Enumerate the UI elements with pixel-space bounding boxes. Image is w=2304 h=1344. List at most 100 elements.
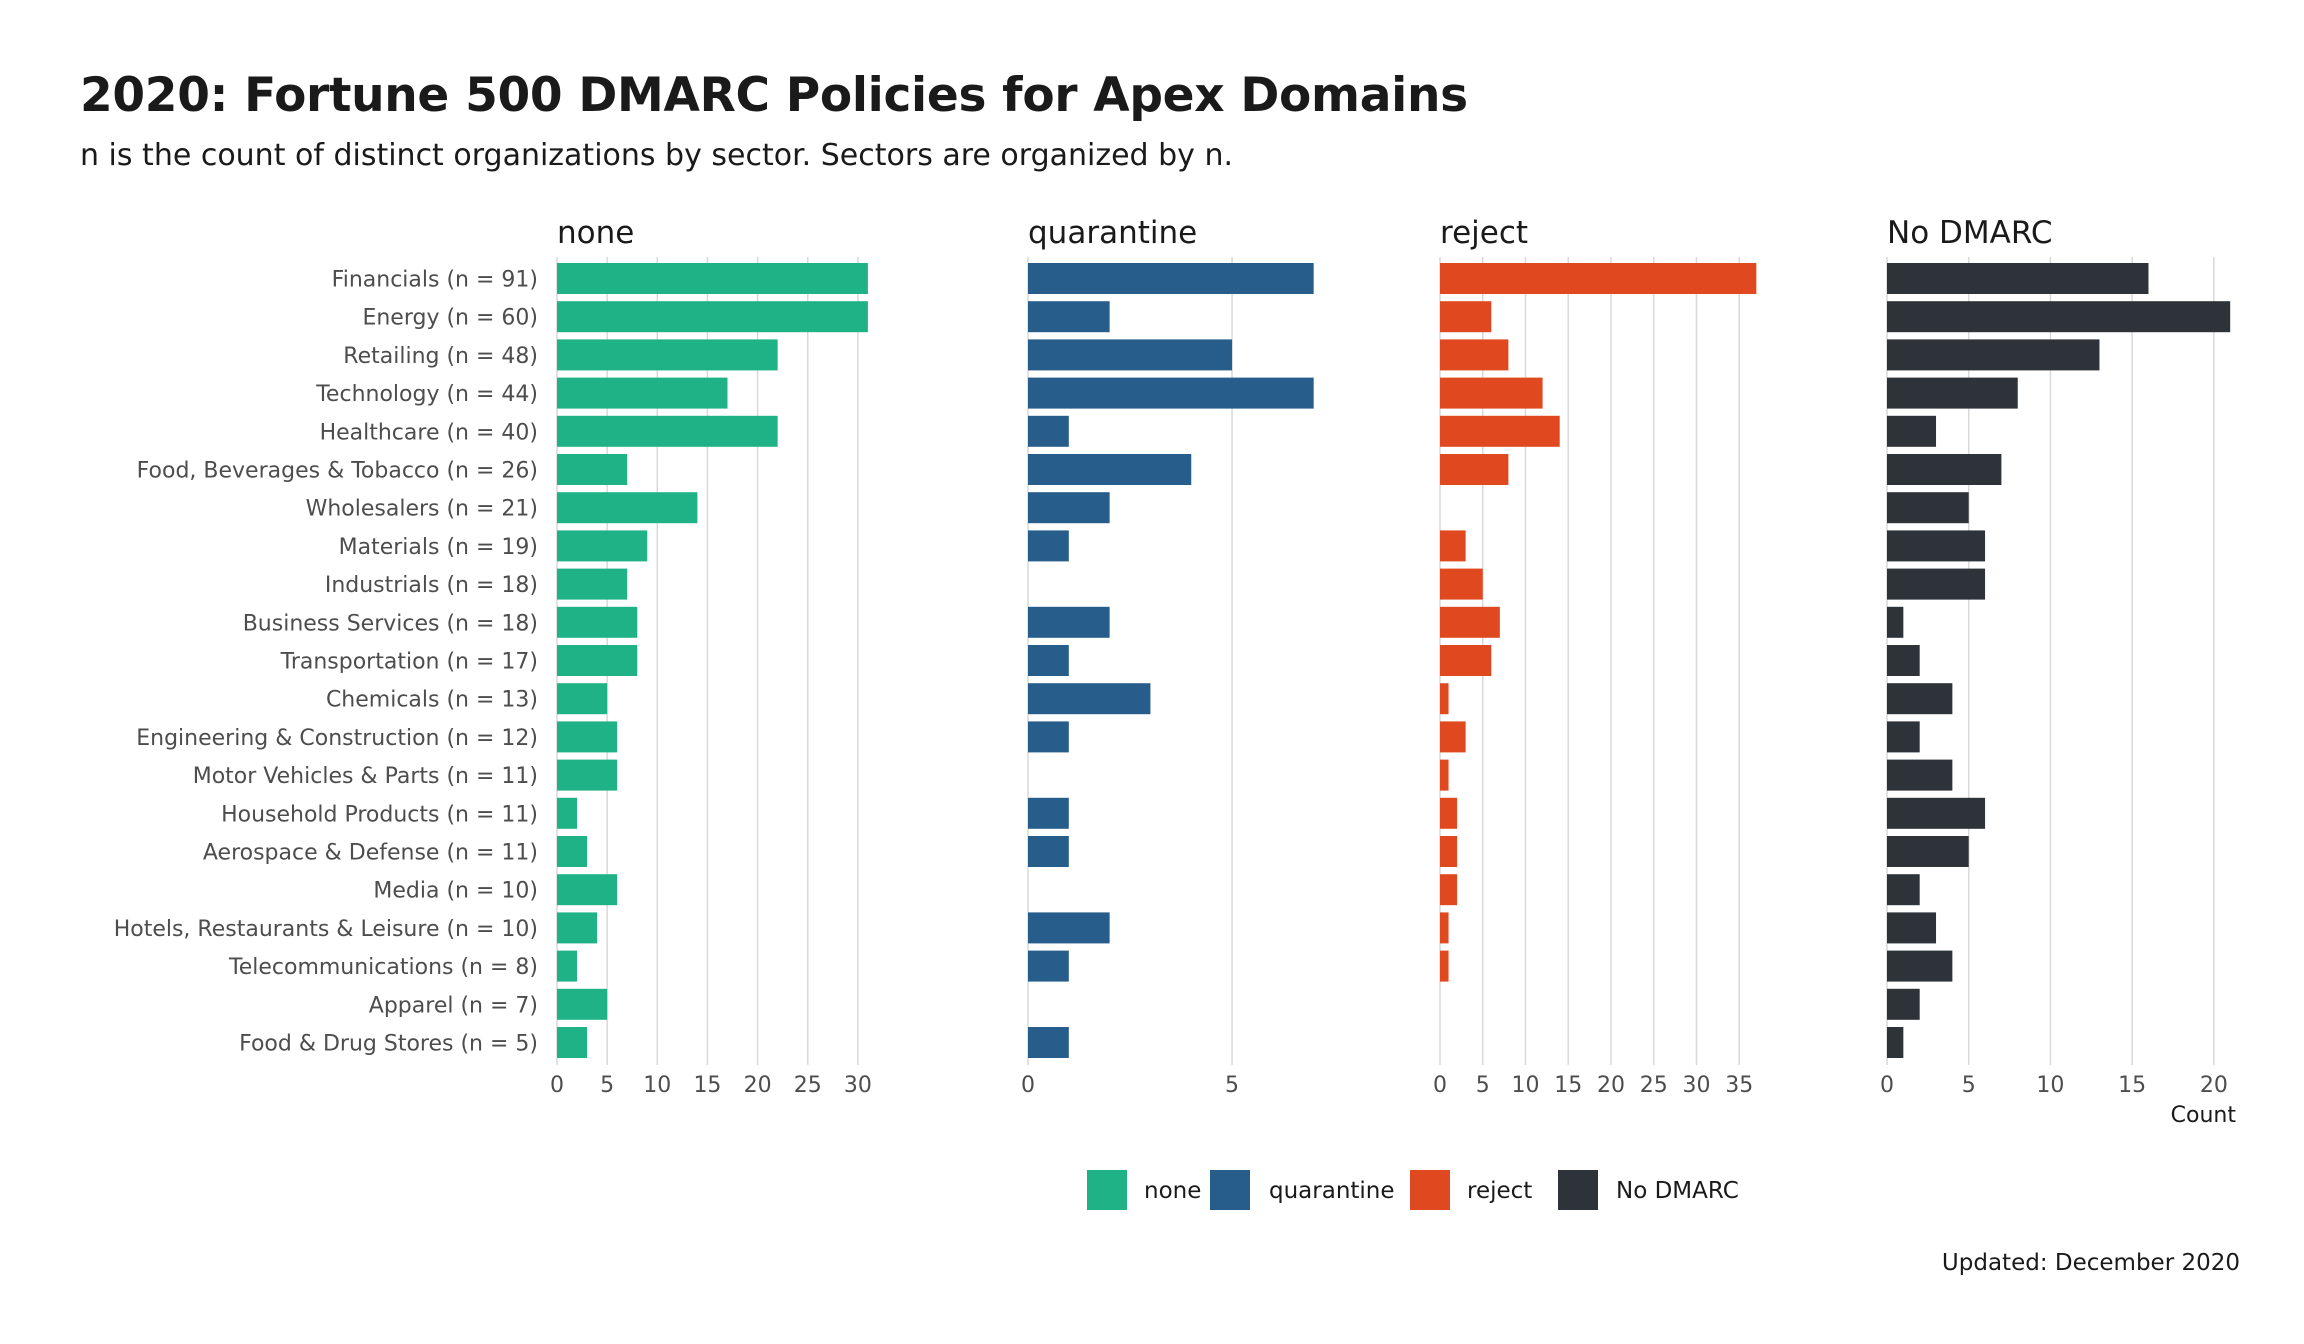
bar-quarantine (1028, 950, 1069, 982)
bar-reject (1440, 415, 1560, 447)
category-label: Industrials (n = 18) (325, 573, 538, 598)
bar-no-dmarc (1887, 415, 1937, 447)
bar-reject (1440, 606, 1500, 638)
legend-swatch (1087, 1170, 1127, 1210)
bar-none (557, 874, 618, 906)
bar-no-dmarc (1887, 683, 1953, 715)
bar-no-dmarc (1887, 377, 2018, 409)
facet-title: reject (1440, 215, 1528, 251)
legend-swatch (1410, 1170, 1450, 1210)
x-tick-label: 0 (550, 1073, 564, 1098)
chart-subtitle: n is the count of distinct organizations… (80, 138, 1234, 173)
x-tick-label: 5 (1476, 1073, 1490, 1098)
x-tick-label: 30 (1682, 1073, 1710, 1098)
bar-reject (1440, 377, 1543, 409)
x-tick-label: 5 (1225, 1073, 1239, 1098)
x-tick-label: 5 (600, 1073, 614, 1098)
bar-no-dmarc (1887, 797, 1986, 829)
bar-no-dmarc (1887, 339, 2100, 371)
bar-no-dmarc (1887, 454, 2002, 485)
bar-no-dmarc (1887, 606, 1904, 638)
category-label: Media (n = 10) (373, 879, 538, 904)
facet-title: none (557, 215, 634, 251)
bar-no-dmarc (1887, 759, 1953, 791)
category-label: Telecommunications (n = 8) (228, 955, 538, 980)
bar-reject (1440, 530, 1466, 562)
x-tick-label: 5 (1962, 1073, 1976, 1098)
bar-no-dmarc (1887, 645, 1920, 676)
bar-none (557, 759, 618, 791)
bar-reject (1440, 301, 1492, 333)
bar-reject (1440, 950, 1449, 982)
x-tick-label: 0 (1021, 1073, 1035, 1098)
category-label: Hotels, Restaurants & Leisure (n = 10) (114, 917, 538, 942)
category-label: Materials (n = 19) (339, 535, 538, 560)
facet-title: No DMARC (1887, 215, 2052, 251)
x-tick-label: 35 (1725, 1073, 1753, 1098)
facet-title: quarantine (1028, 215, 1197, 251)
category-label: Business Services (n = 18) (243, 611, 538, 636)
bar-quarantine (1028, 606, 1110, 638)
bar-quarantine (1028, 301, 1110, 333)
bar-none (557, 377, 728, 409)
legend-label: No DMARC (1616, 1178, 1739, 1204)
legend-label: none (1144, 1178, 1201, 1204)
bar-none (557, 988, 608, 1020)
x-tick-label: 15 (1554, 1073, 1582, 1098)
bar-none (557, 492, 698, 524)
category-label: Engineering & Construction (n = 12) (136, 726, 538, 751)
bar-quarantine (1028, 645, 1069, 676)
category-label: Aerospace & Defense (n = 11) (203, 841, 538, 866)
bar-reject (1440, 836, 1458, 867)
bar-reject (1440, 683, 1449, 715)
bar-quarantine (1028, 836, 1069, 867)
bar-no-dmarc (1887, 301, 2231, 333)
bar-none (557, 568, 628, 600)
category-label: Food & Drug Stores (n = 5) (239, 1032, 538, 1057)
x-tick-label: 25 (794, 1073, 822, 1098)
bar-no-dmarc (1887, 1027, 1904, 1058)
x-tick-label: 20 (744, 1073, 772, 1098)
bar-quarantine (1028, 492, 1110, 524)
bar-none (557, 912, 598, 944)
category-label: Household Products (n = 11) (221, 802, 538, 827)
category-label: Apparel (n = 7) (369, 993, 538, 1018)
x-tick-label: 0 (1433, 1073, 1447, 1098)
bar-reject (1440, 721, 1466, 753)
bar-quarantine (1028, 415, 1069, 447)
bar-quarantine (1028, 339, 1233, 371)
bar-none (557, 530, 648, 562)
category-label: Technology (n = 44) (315, 382, 538, 407)
bar-none (557, 606, 638, 638)
legend-swatch (1210, 1170, 1250, 1210)
bar-reject (1440, 797, 1458, 829)
category-label: Wholesalers (n = 21) (306, 497, 538, 522)
bar-reject (1440, 454, 1509, 485)
bar-quarantine (1028, 1027, 1069, 1058)
bar-none (557, 950, 578, 982)
bar-quarantine (1028, 454, 1192, 485)
updated-note: Updated: December 2020 (1941, 1250, 2240, 1276)
x-tick-label: 25 (1640, 1073, 1668, 1098)
bar-reject (1440, 912, 1449, 944)
bar-no-dmarc (1887, 721, 1920, 753)
bar-none (557, 415, 778, 447)
chart-title: 2020: Fortune 500 DMARC Policies for Ape… (80, 68, 1468, 123)
category-label: Motor Vehicles & Parts (n = 11) (193, 764, 538, 789)
bar-none (557, 797, 578, 829)
x-tick-label: 15 (2118, 1073, 2146, 1098)
bar-none (557, 1027, 588, 1058)
bar-none (557, 683, 608, 715)
bar-quarantine (1028, 721, 1069, 753)
x-tick-label: 15 (693, 1073, 721, 1098)
x-tick-label: 10 (1511, 1073, 1539, 1098)
bar-reject (1440, 645, 1492, 676)
bar-quarantine (1028, 377, 1314, 409)
bar-no-dmarc (1887, 263, 2149, 294)
category-label: Energy (n = 60) (362, 306, 538, 331)
bar-no-dmarc (1887, 492, 1969, 524)
category-label: Financials (n = 91) (332, 268, 538, 293)
category-label: Healthcare (n = 40) (320, 420, 538, 445)
bar-none (557, 645, 638, 676)
